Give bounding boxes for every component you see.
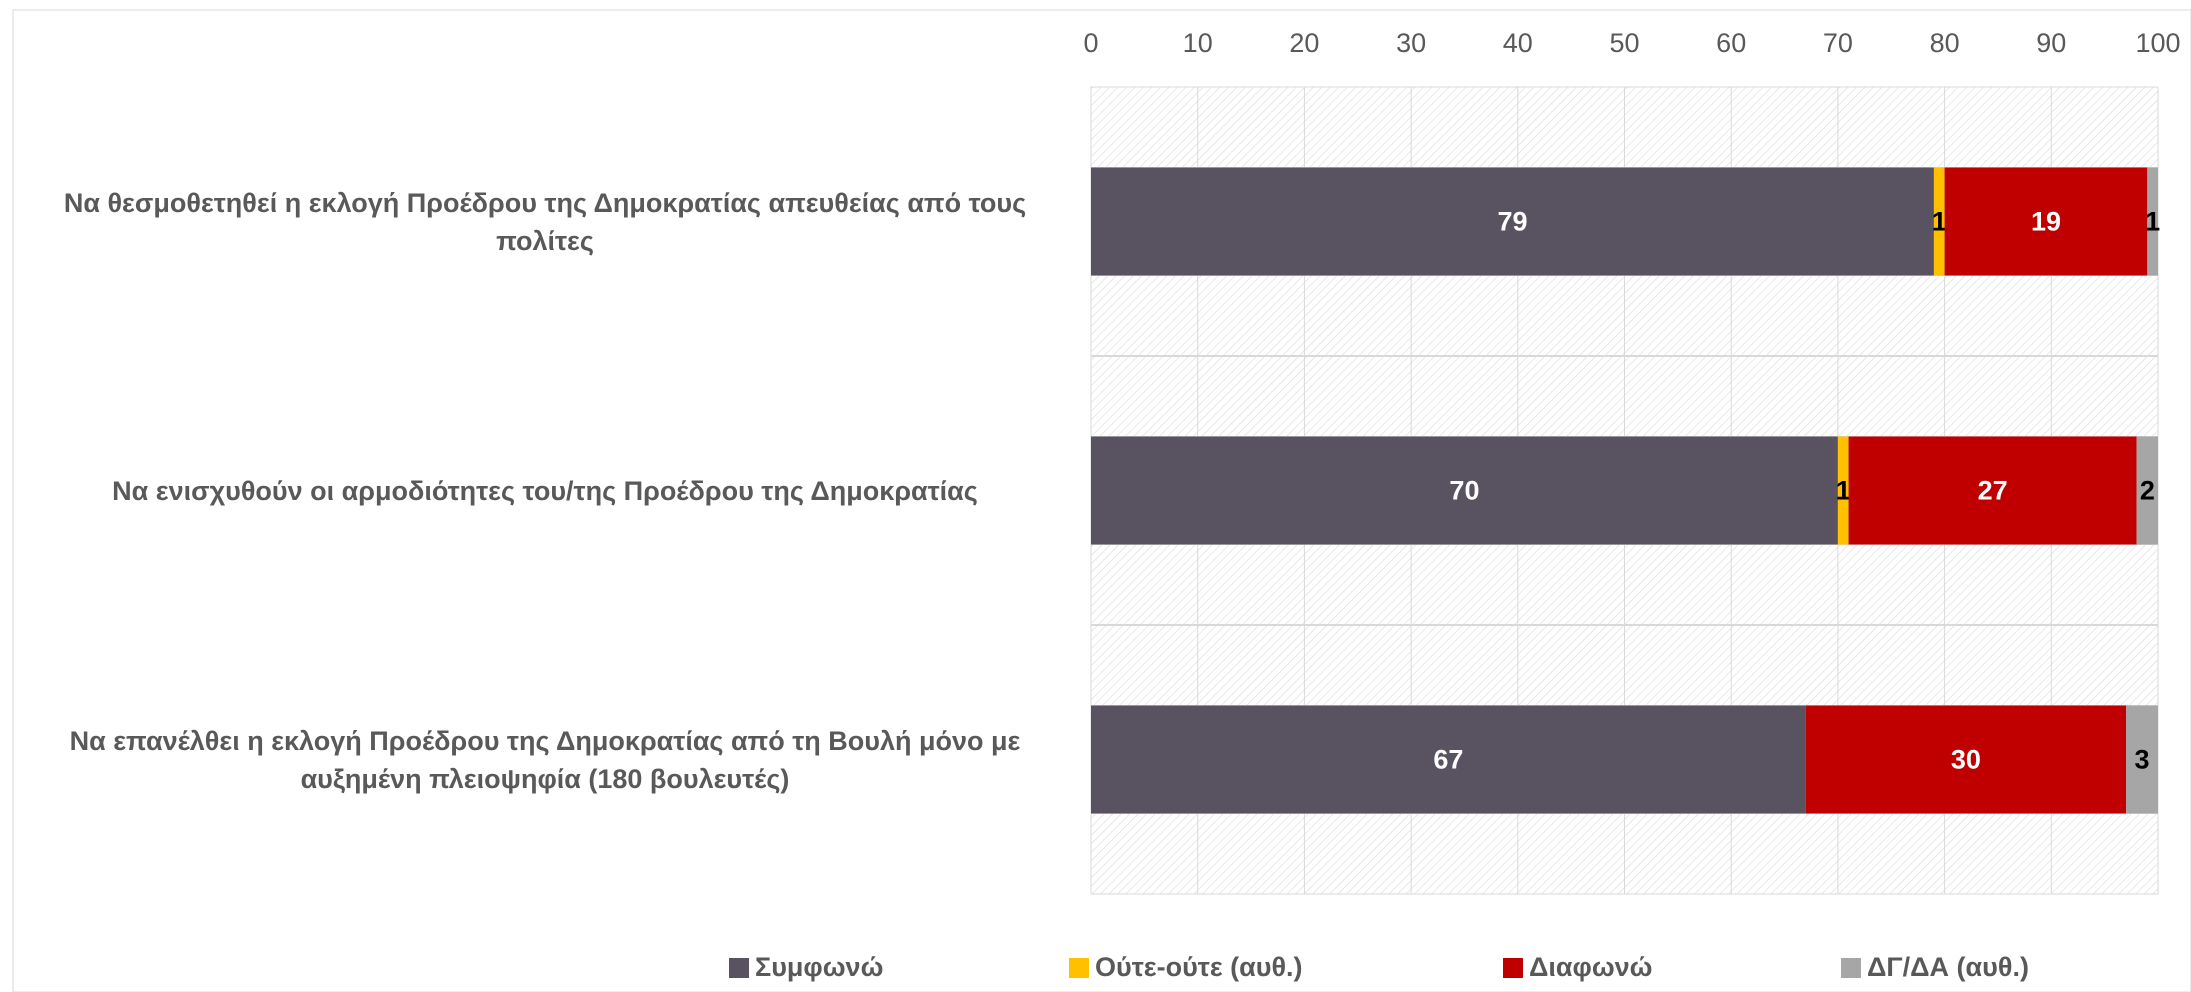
x-tick-label: 10: [1183, 28, 1213, 58]
bar-segment: [1091, 436, 1838, 545]
data-label: 2: [2140, 476, 2155, 506]
x-tick-label: 100: [2135, 28, 2180, 58]
x-tick-label: 50: [1609, 28, 1639, 58]
bar-segment: [2147, 167, 2158, 276]
x-tick-label: 0: [1083, 28, 1098, 58]
x-tick-label: 90: [2036, 28, 2066, 58]
legend-swatch: [1503, 958, 1523, 978]
x-tick-label: 60: [1716, 28, 1746, 58]
bar-segment: [1944, 167, 2148, 276]
legend-label: ΔΓ/ΔΑ (αυθ.): [1867, 952, 2029, 982]
bar-segment: [1091, 705, 1806, 814]
frame: [12, 9, 2191, 992]
x-tick-label: 30: [1396, 28, 1426, 58]
legend-swatch: [1069, 958, 1089, 978]
data-label: 1: [2145, 207, 2160, 237]
bar-segment: [1837, 436, 1849, 545]
bar-segment: [1933, 167, 1945, 276]
legend-label: Διαφωνώ: [1529, 952, 1652, 982]
category-label: Να επανέλθει η εκλογή Προέδρου της Δημοκ…: [69, 725, 1021, 794]
data-label: 70: [1449, 476, 1479, 506]
x-tick-label: 20: [1289, 28, 1319, 58]
data-label: 79: [1497, 207, 1527, 237]
x-tick-label: 80: [1930, 28, 1960, 58]
data-label: 1: [1932, 207, 1947, 237]
data-label: 1: [1836, 476, 1851, 506]
legend-label: Συμφωνώ: [755, 952, 883, 982]
data-label: 19: [2031, 207, 2061, 237]
bar-segment: [1848, 436, 2137, 545]
legend-swatch: [729, 958, 749, 978]
category-label: Να ενισχυθούν οι αρμοδιότητες του/της Πρ…: [112, 475, 978, 506]
bar-segment: [2125, 705, 2158, 814]
legend-label: Ούτε-ούτε (αυθ.): [1095, 952, 1303, 982]
legend-swatch: [1841, 958, 1861, 978]
data-label: 3: [2134, 745, 2149, 775]
bar-segment: [2136, 436, 2158, 545]
data-label: 30: [1951, 745, 1981, 775]
bar-segment: [1805, 705, 2126, 814]
category-label: Να θεσμοθετηθεί η εκλογή Προέδρου της Δη…: [63, 187, 1027, 256]
data-label: 27: [1978, 476, 2008, 506]
data-label: 67: [1433, 745, 1463, 775]
x-tick-label: 40: [1503, 28, 1533, 58]
bar-segment: [1091, 167, 1934, 276]
x-tick-label: 70: [1823, 28, 1853, 58]
